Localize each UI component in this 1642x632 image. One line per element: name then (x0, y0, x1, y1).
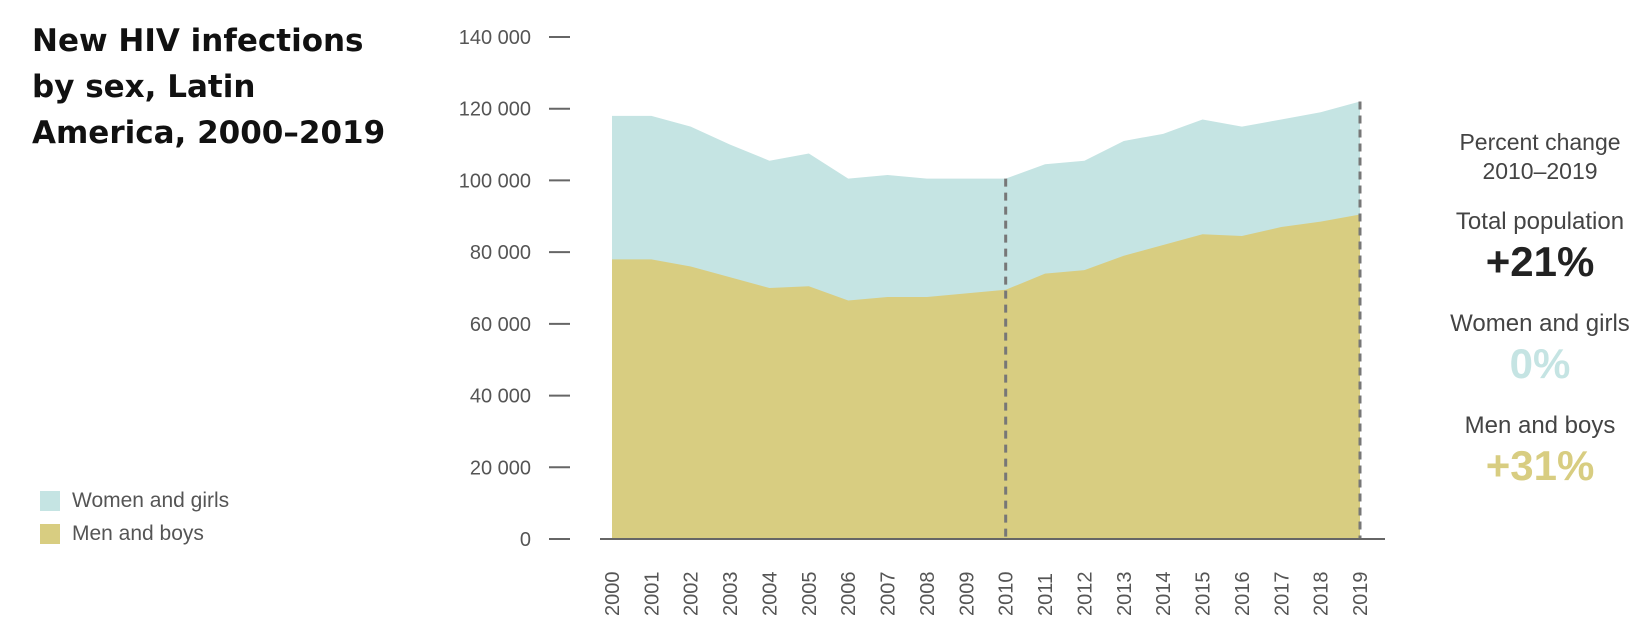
x-tick-label-2001: 2001 (641, 572, 663, 617)
x-tick-label-2012: 2012 (1074, 572, 1096, 617)
x-tick-label-2006: 2006 (838, 572, 860, 617)
x-tick-label-2017: 2017 (1271, 572, 1293, 617)
legend-swatch-men (40, 523, 60, 544)
legend-label-women: Women and girls (72, 488, 230, 512)
chart-title: New HIV infections by sex, Latin America… (32, 23, 386, 151)
area-chart: 0 20 000 40 000 60 000 80 000 100 000 120 000 1… (459, 27, 1385, 617)
women-girls-value: 0% (1509, 340, 1571, 387)
men-boys-label: Men and boys (1464, 412, 1616, 439)
percent-change-panel: Percent change 2010–2019 Total populatio… (1420, 128, 1642, 492)
x-tick-label-2008: 2008 (917, 572, 939, 617)
legend-item-women: Women and girls (40, 484, 229, 517)
x-tick-label-2009: 2009 (956, 572, 978, 617)
legend-swatch-women (40, 490, 60, 511)
y-tick-label-0: 0 (520, 529, 531, 551)
x-tick-label-2019: 2019 (1350, 572, 1372, 617)
x-tick-label-2010: 2010 (996, 572, 1018, 617)
x-tick-label-2002: 2002 (681, 572, 703, 617)
percent-change-heading-2: 2010–2019 (1482, 158, 1598, 184)
total-population-label: Total population (1455, 208, 1625, 235)
x-tick-label-2013: 2013 (1114, 572, 1136, 617)
x-tick-label-2011: 2011 (1035, 573, 1057, 616)
x-tick-label-2003: 2003 (720, 572, 742, 617)
y-tick-label-60000: 60 000 (470, 314, 531, 336)
x-tick-label-2016: 2016 (1232, 572, 1254, 617)
x-tick-label-2000: 2000 (602, 572, 624, 617)
percent-change-heading-1: Percent change (1459, 129, 1621, 155)
x-tick-label-2004: 2004 (759, 572, 781, 617)
legend: Women and girls Men and boys (40, 484, 229, 550)
men-boys-value: +31% (1485, 442, 1595, 489)
y-tick-label-100000: 100 000 (459, 170, 531, 192)
x-tick-label-2014: 2014 (1153, 572, 1175, 617)
total-population-value: +21% (1485, 238, 1595, 285)
legend-item-men: Men and boys (40, 517, 229, 550)
y-tick-label-140000: 140 000 (459, 27, 531, 49)
y-tick-label-20000: 20 000 (470, 457, 531, 479)
x-tick-label-2005: 2005 (799, 572, 821, 617)
x-tick-label-2007: 2007 (878, 572, 900, 617)
x-tick-label-2018: 2018 (1311, 572, 1333, 617)
y-tick-label-40000: 40 000 (470, 386, 531, 408)
y-tick-label-120000: 120 000 (459, 99, 531, 121)
area-men-and-boys (612, 214, 1360, 539)
y-tick-label-80000: 80 000 (470, 242, 531, 264)
x-tick-label-2015: 2015 (1193, 572, 1215, 617)
women-girls-label: Women and girls (1450, 310, 1630, 337)
legend-label-men: Men and boys (72, 521, 204, 545)
